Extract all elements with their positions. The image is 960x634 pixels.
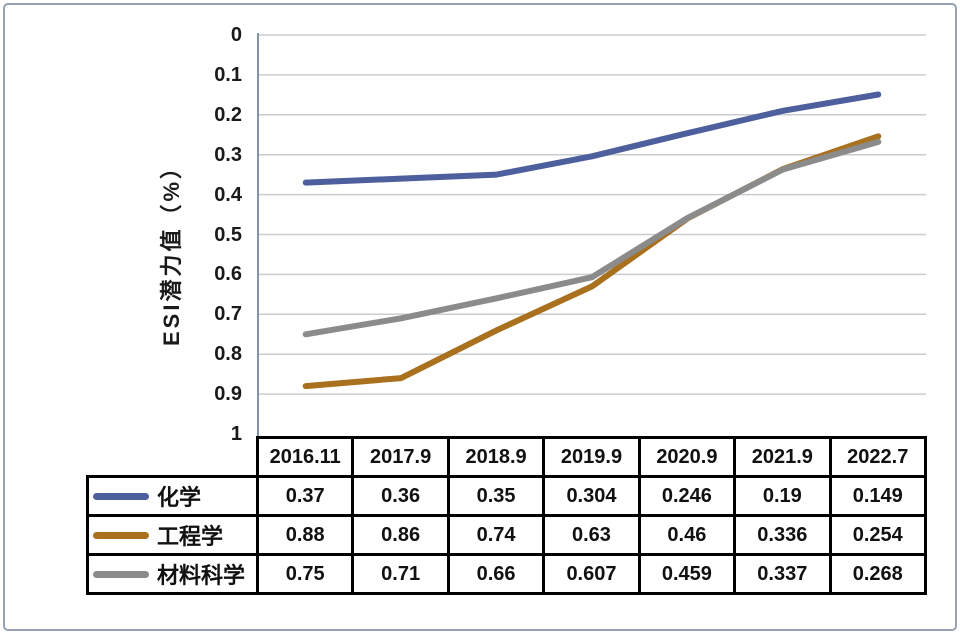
- value-cell: 0.37: [255, 475, 355, 517]
- value-cell: 0.74: [446, 514, 546, 556]
- value-cell: 0.66: [446, 553, 546, 595]
- y-tick-label: 1: [230, 423, 242, 445]
- value-cell: 0.607: [542, 553, 641, 595]
- table-row-materials-science: 材料科学 0.75 0.71 0.66 0.607 0.459 0.337 0.268: [86, 553, 928, 595]
- table-header-period: 2018.9: [446, 436, 546, 478]
- legend-cell-engineering: 工程学: [86, 514, 259, 556]
- table-header-period: 2020.9: [637, 436, 737, 478]
- value-cell: 0.71: [351, 553, 450, 595]
- series-line-materials-science: [302, 138, 882, 338]
- table-row-engineering: 工程学 0.88 0.86 0.74 0.63 0.46 0.336 0.254: [86, 514, 928, 556]
- legend-label-engineering: 工程学: [157, 524, 224, 549]
- y-tick-label: 0.7: [214, 303, 242, 326]
- y-tick-label: 0.9: [214, 383, 242, 406]
- data-table: 2016.11 2017.9 2018.9 2019.9 2020.9 2021.9 202…: [86, 436, 928, 595]
- legend-cell-materials-science: 材料科学: [86, 553, 259, 595]
- table-row-chemistry: 化学 0.37 0.36 0.35 0.304 0.246 0.19 0.149: [86, 475, 928, 517]
- table-header-period: 2021.9: [733, 436, 832, 478]
- legend-line-swatch-engineering: [93, 531, 149, 539]
- value-cell: 0.35: [446, 475, 546, 517]
- y-tick-label: 0.4: [214, 183, 242, 206]
- value-cell: 0.337: [733, 553, 832, 595]
- value-cell: 0.254: [828, 514, 928, 556]
- value-cell: 0.268: [828, 553, 928, 595]
- y-tick-label: 0.8: [214, 343, 242, 366]
- series-line-engineering: [302, 133, 882, 390]
- legend-label-chemistry: 化学: [157, 485, 202, 510]
- legend-line-swatch-materials-science: [93, 570, 149, 578]
- value-cell: 0.86: [351, 514, 450, 556]
- value-cell: 0.46: [637, 514, 737, 556]
- legend-label-materials-science: 材料科学: [157, 563, 246, 588]
- table-header-period: 2017.9: [351, 436, 450, 478]
- value-cell: 0.63: [542, 514, 641, 556]
- table-header-row: 2016.11 2017.9 2018.9 2019.9 2020.9 2021.9 202…: [88, 436, 928, 478]
- value-cell: 0.75: [255, 553, 355, 595]
- value-cell: 0.36: [351, 475, 450, 517]
- y-tick-label: 0.1: [214, 63, 242, 86]
- value-cell: 0.336: [733, 514, 832, 556]
- value-cell: 0.149: [828, 475, 928, 517]
- table-header-period: 2022.7: [828, 436, 928, 478]
- table-corner-spacer: [88, 438, 258, 477]
- legend-line-swatch-chemistry: [93, 492, 149, 500]
- y-tick-label: 0: [230, 24, 242, 46]
- value-cell: 0.246: [637, 475, 737, 517]
- series-line-chemistry: [302, 91, 882, 186]
- table-header-period: 2016.11: [255, 436, 355, 478]
- value-cell: 0.88: [255, 514, 355, 556]
- y-tick-label: 0.6: [214, 263, 242, 286]
- y-tick-label: 0.3: [214, 143, 242, 166]
- y-tick-label: 0.2: [214, 103, 242, 126]
- table-header-period: 2019.9: [542, 436, 641, 478]
- value-cell: 0.19: [733, 475, 832, 517]
- y-tick-label: 0.5: [214, 223, 242, 246]
- value-cell: 0.304: [542, 475, 641, 517]
- legend-cell-chemistry: 化学: [86, 475, 259, 517]
- value-cell: 0.459: [637, 553, 737, 595]
